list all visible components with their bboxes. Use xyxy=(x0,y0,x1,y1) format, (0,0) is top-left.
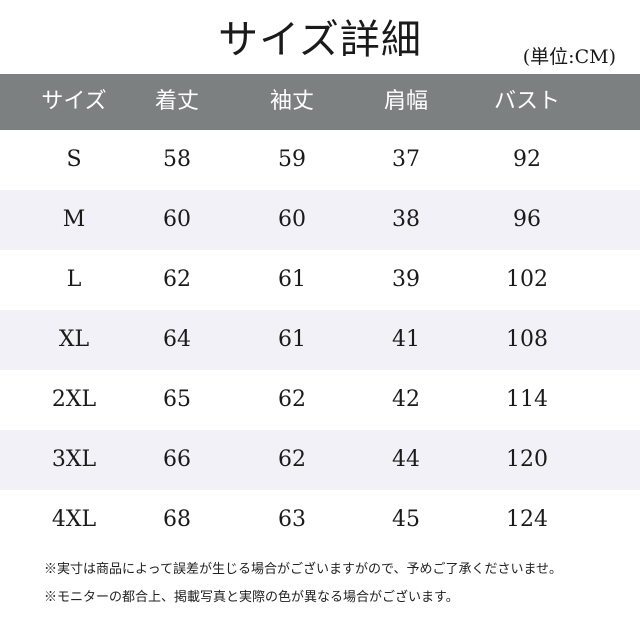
sleeve-cell: 59 xyxy=(278,147,306,172)
sleeve-cell: 62 xyxy=(278,447,306,472)
table-row: XL 64 61 41 108 xyxy=(0,310,640,370)
header-cell-size: サイズ xyxy=(41,89,107,114)
size-cell: M xyxy=(62,207,86,232)
size-cell: XL xyxy=(58,327,90,352)
length-cell: 60 xyxy=(163,207,191,232)
note-text: ※モニターの都合上、掲載写真と実際の色が異なる場合がございます。 xyxy=(44,590,459,605)
bust-cell: 92 xyxy=(513,147,541,172)
header-cell-bust: バスト xyxy=(493,89,560,114)
bust-cell: 102 xyxy=(506,267,548,292)
page-title: サイズ詳細 xyxy=(218,17,422,63)
shoulder-cell: 45 xyxy=(392,507,420,532)
header-cell-shoulder: 肩幅 xyxy=(383,89,428,114)
length-cell: 64 xyxy=(163,327,191,352)
table-header-row: サイズ 着丈 袖丈 肩幅 バスト xyxy=(0,74,640,130)
shoulder-cell: 38 xyxy=(392,207,420,232)
header-cell-length: 着丈 xyxy=(154,89,199,114)
table-row: 2XL 65 62 42 114 xyxy=(0,370,640,430)
size-cell: 4XL xyxy=(51,507,97,532)
length-cell: 66 xyxy=(163,447,191,472)
table-row: 4XL 68 63 45 124 xyxy=(0,490,640,550)
sleeve-cell: 62 xyxy=(278,387,306,412)
table-row: 3XL 66 62 44 120 xyxy=(0,430,640,490)
bust-cell: 108 xyxy=(506,327,548,352)
sleeve-cell: 60 xyxy=(278,207,306,232)
table-row: L 62 61 39 102 xyxy=(0,250,640,310)
shoulder-cell: 41 xyxy=(392,327,420,352)
bust-cell: 96 xyxy=(513,207,541,232)
length-cell: 65 xyxy=(163,387,191,412)
notes: ※実寸は商品によって誤差が生じる場合がございますがので、予めご了承くださいませ。… xyxy=(44,556,624,612)
sleeve-cell: 61 xyxy=(278,327,306,352)
bust-cell: 120 xyxy=(506,447,548,472)
length-cell: 68 xyxy=(163,507,191,532)
size-cell: 2XL xyxy=(51,387,97,412)
bust-cell: 124 xyxy=(506,507,548,532)
table-row: M 60 60 38 96 xyxy=(0,190,640,250)
size-cell: S xyxy=(66,147,82,172)
table-row: S 58 59 37 92 xyxy=(0,130,640,190)
shoulder-cell: 37 xyxy=(392,147,420,172)
shoulder-cell: 39 xyxy=(392,267,420,292)
sleeve-cell: 61 xyxy=(278,267,306,292)
header-cell-sleeve: 袖丈 xyxy=(269,89,314,114)
shoulder-cell: 44 xyxy=(392,447,420,472)
length-cell: 62 xyxy=(163,267,191,292)
size-cell: 3XL xyxy=(51,447,97,472)
sleeve-cell: 63 xyxy=(278,507,306,532)
bust-cell: 114 xyxy=(506,387,548,412)
size-table: サイズ 着丈 袖丈 肩幅 バスト S 58 59 37 92 M 60 60 3… xyxy=(0,74,640,550)
unit-label: (単位:CM) xyxy=(522,46,616,68)
shoulder-cell: 42 xyxy=(392,387,420,412)
size-cell: L xyxy=(66,267,82,292)
note-text: ※実寸は商品によって誤差が生じる場合がございますがので、予めご了承くださいませ。 xyxy=(44,562,563,577)
length-cell: 58 xyxy=(163,147,191,172)
